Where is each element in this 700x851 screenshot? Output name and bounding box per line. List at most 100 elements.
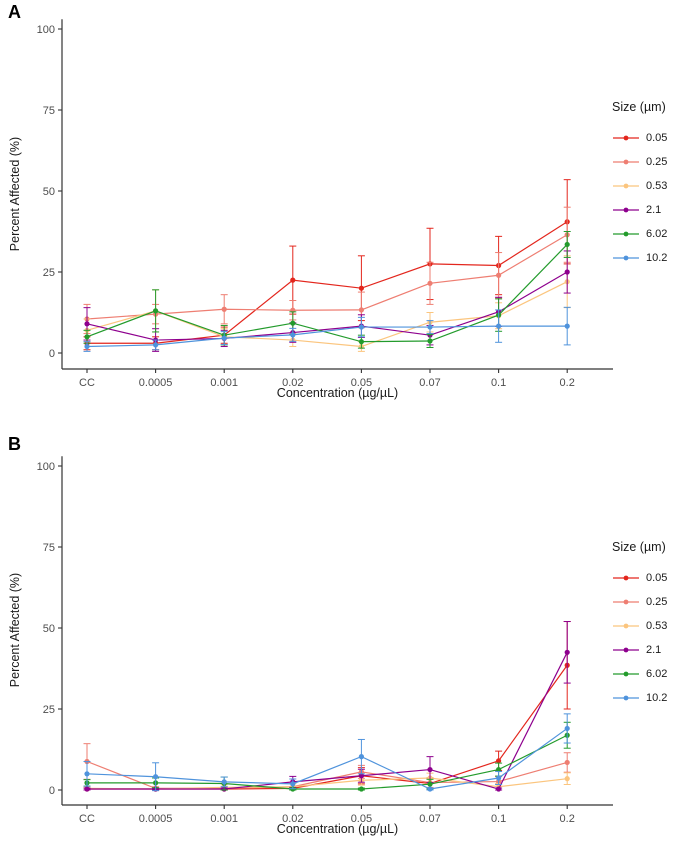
- series-line: [87, 734, 568, 790]
- legend-key-point: [623, 159, 629, 165]
- legend-key-icon: [613, 135, 639, 141]
- legend-key-point: [623, 231, 629, 237]
- panel-a: A Percent Affected (%) 0 25 50 75 100 CC 0.000…: [0, 0, 700, 425]
- legend-label: 6.02: [646, 668, 668, 680]
- legend-label: 2.1: [646, 644, 662, 656]
- data-point: [564, 759, 570, 766]
- x-axis-title-b: Concentration (µg/µL): [276, 822, 399, 836]
- legend-item-0.53: 0.53: [612, 614, 698, 638]
- legend-key-icon: [613, 623, 639, 629]
- data-point: [427, 781, 433, 787]
- data-point: [358, 754, 364, 760]
- legend-key-point: [623, 135, 629, 141]
- y-tick-label: 50: [43, 186, 55, 198]
- y-tick-label: 75: [43, 105, 55, 117]
- data-point: [84, 786, 90, 792]
- data-point: [564, 725, 570, 732]
- data-point: [358, 324, 364, 330]
- data-point: [496, 323, 502, 329]
- legend-key-point: [623, 623, 629, 629]
- y-tick-label: 0: [49, 348, 55, 360]
- legend-label: 0.25: [646, 596, 668, 608]
- data-point: [84, 334, 90, 340]
- data-point: [358, 307, 364, 313]
- data-point: [84, 771, 90, 777]
- legend-key-icon: [613, 159, 639, 165]
- x-tick-label: 0.2: [560, 813, 575, 825]
- legend-item-0.25: 0.25: [612, 150, 698, 174]
- x-tick-label: 0.07: [419, 813, 440, 825]
- data-point: [427, 786, 433, 792]
- series-line: [87, 652, 568, 790]
- legend-key-icon: [613, 695, 639, 701]
- data-point: [153, 308, 159, 314]
- legend-item-0.25: 0.25: [612, 590, 698, 614]
- legend-key-point: [623, 599, 629, 605]
- legend-label: 2.1: [646, 204, 662, 216]
- y-tick-label: 100: [37, 24, 55, 36]
- legend-item-0.05: 0.05: [612, 126, 698, 150]
- legend-item-0.53: 0.53: [612, 174, 698, 198]
- x-tick-label: 0.2: [560, 377, 575, 389]
- legend-key-icon: [613, 575, 639, 581]
- data-point: [496, 786, 502, 792]
- x-tick-label: 0.1: [491, 813, 506, 825]
- data-point: [564, 269, 570, 275]
- x-tick-label: 0.05: [351, 377, 372, 389]
- legend-key-icon: [613, 671, 639, 677]
- x-tick-label: 0.0005: [139, 377, 173, 389]
- legend-key-icon: [613, 207, 639, 213]
- data-point: [153, 342, 159, 348]
- legend-label: 10.2: [646, 252, 668, 264]
- series-10.2: [83, 713, 571, 792]
- legend-label: 0.53: [646, 620, 668, 632]
- data-point: [221, 306, 227, 312]
- y-tick-label: 100: [37, 461, 55, 473]
- y-tick-label: 25: [43, 267, 55, 279]
- legend-key-point: [623, 183, 629, 189]
- legend-item-2.1: 2.1: [612, 198, 698, 222]
- data-point: [290, 277, 296, 283]
- legend-item-0.05: 0.05: [612, 566, 698, 590]
- legend-key-icon: [613, 599, 639, 605]
- series-line: [86, 271, 568, 341]
- series-line: [86, 234, 568, 320]
- legend-label: 0.05: [646, 572, 668, 584]
- data-point: [290, 332, 296, 338]
- legend-label: 6.02: [646, 228, 668, 240]
- legend-b: Size (µm) 0.05 0.25 0.53 2.1 6.02 10.2: [612, 540, 698, 710]
- data-point: [290, 320, 296, 326]
- data-point: [564, 323, 570, 329]
- panel-b: B Percent Affected (%) 0 25 50 75 100 CC 0.000…: [0, 426, 700, 851]
- legend-item-6.02: 6.02: [612, 662, 698, 686]
- data-point: [153, 774, 159, 780]
- x-tick-label: 0.1: [491, 377, 506, 389]
- data-point: [290, 781, 296, 787]
- x-tick-label: 0.02: [282, 813, 303, 825]
- legend-item-6.02: 6.02: [612, 222, 698, 246]
- x-axis-title-a: Concentration (µg/µL): [276, 386, 399, 400]
- data-point: [221, 779, 227, 785]
- legend-key-icon: [613, 647, 639, 653]
- series-line: [86, 325, 568, 348]
- data-point: [427, 766, 433, 773]
- panel-a-chart: 0 25 50 75 100 CC 0.0005 0.001 0.02 0.05 0.07 0.1 0.…: [37, 19, 613, 389]
- y-tick-label: 50: [43, 623, 55, 635]
- data-point: [427, 338, 433, 344]
- data-point: [427, 280, 433, 286]
- y-tick-label: 75: [43, 542, 55, 554]
- data-point: [358, 339, 364, 345]
- data-point: [564, 649, 570, 655]
- legend-label: 10.2: [646, 692, 668, 704]
- legend-item-2.1: 2.1: [612, 638, 698, 662]
- x-tick-label: 0.001: [210, 377, 238, 389]
- legend-label: 0.25: [646, 156, 668, 168]
- x-tick-label: CC: [79, 377, 95, 389]
- legend-item-10.2: 10.2: [612, 246, 698, 270]
- x-tick-label: 0.05: [351, 813, 372, 825]
- legend-key-icon: [613, 183, 639, 189]
- legend-key-icon: [613, 231, 639, 237]
- x-tick-label: 0.001: [210, 813, 238, 825]
- series-line: [86, 244, 568, 343]
- data-point: [84, 343, 90, 350]
